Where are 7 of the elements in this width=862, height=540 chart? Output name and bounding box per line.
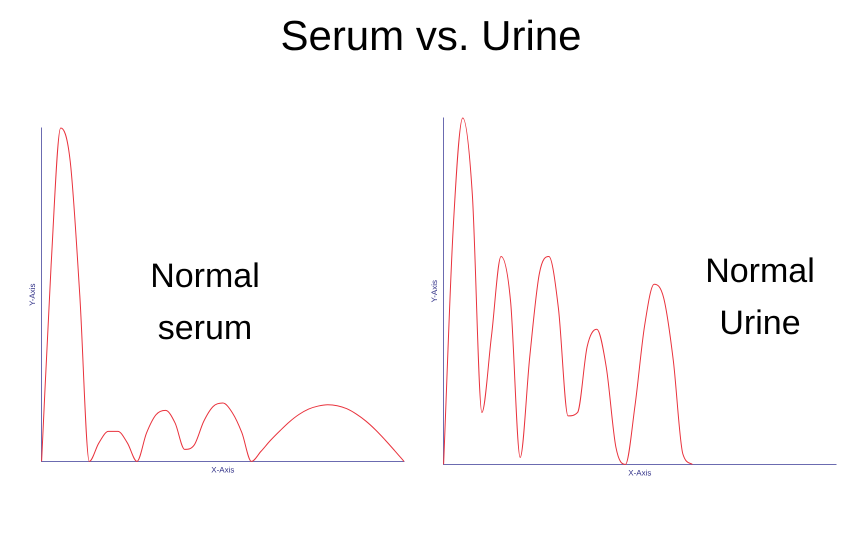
x-axis-title: X-Axis xyxy=(628,468,652,478)
chart-title: Serum vs. Urine xyxy=(279,12,583,60)
x-axis-title: X-Axis xyxy=(211,465,234,474)
y-axis-title: Y-Axis xyxy=(430,280,440,302)
annotation: Normal serum xyxy=(149,256,261,349)
annotation: Normal Urine xyxy=(704,251,816,344)
y-axis-title: Y-Axis xyxy=(28,284,38,306)
